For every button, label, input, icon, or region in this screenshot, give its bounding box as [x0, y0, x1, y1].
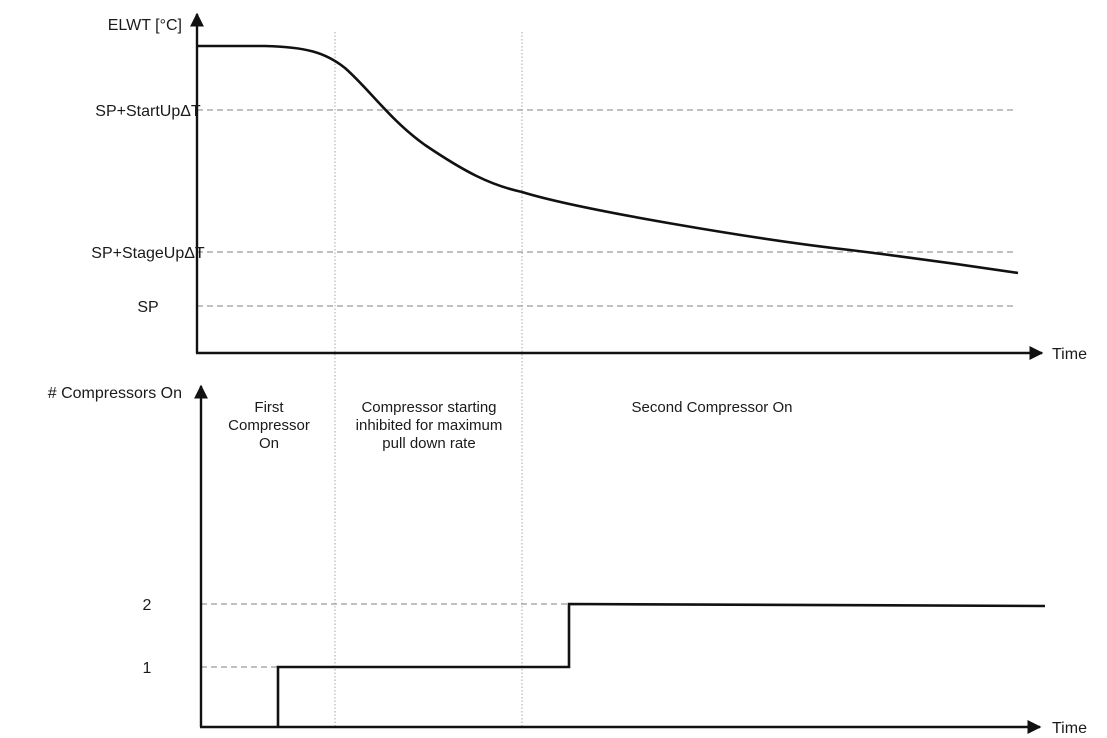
level-label-stageup: SP+StageUpΔT: [91, 245, 205, 262]
bottom-x-axis-label: Time: [1052, 720, 1087, 737]
phase-note-line: Compressor starting: [361, 399, 496, 416]
top-plot: ELWT [°C] Time SP+StartUpΔT SP+StageUpΔT…: [91, 12, 1087, 363]
phase-note-line: Second Compressor On: [632, 399, 793, 416]
phase-note-second: Second Compressor On: [632, 399, 793, 416]
phase-note-line: First: [254, 399, 284, 416]
phase-note-line: On: [259, 435, 279, 452]
compressors-step-line: [276, 602, 1046, 727]
level-tick-label-1: 1: [143, 660, 152, 677]
top-x-axis-label: Time: [1052, 346, 1087, 363]
bottom-y-axis-label: # Compressors On: [48, 385, 182, 402]
phase-note-inhibited: Compressor starting inhibited for maximu…: [356, 399, 503, 452]
phase-note-line: pull down rate: [382, 435, 475, 452]
level-tick-label-2: 2: [143, 597, 152, 614]
phase-note-first: First Compressor On: [228, 399, 310, 452]
phase-note-line: inhibited for maximum: [356, 417, 503, 434]
bottom-plot: # Compressors On Time 2 1 First Compress…: [48, 384, 1087, 737]
phase-note-line: Compressor: [228, 417, 310, 434]
elwt-curve: [197, 44, 1019, 275]
level-label-startup: SP+StartUpΔT: [95, 103, 201, 120]
top-y-axis-label: ELWT [°C]: [108, 17, 182, 34]
level-label-sp: SP: [137, 299, 158, 316]
